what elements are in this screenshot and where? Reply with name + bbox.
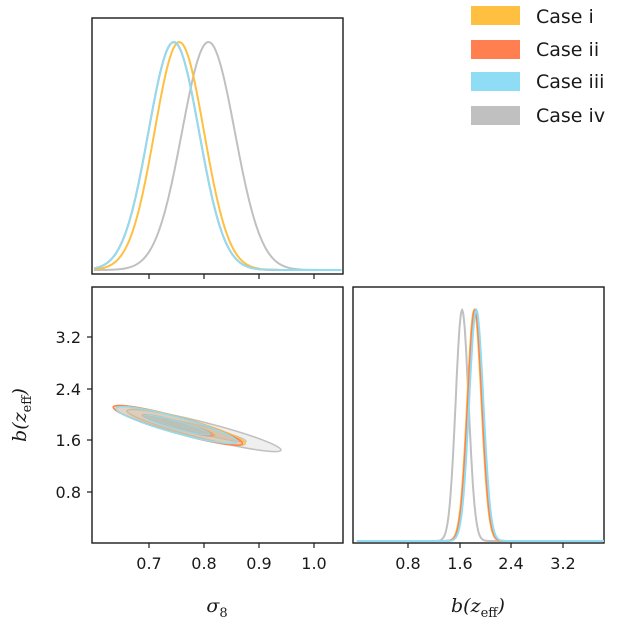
b-marginal-line	[356, 308, 604, 542]
legend-label: Case iv	[536, 105, 605, 127]
sigma8-marginal-line	[93, 41, 342, 271]
x-tick-label-b: 2.4	[498, 554, 523, 573]
b-marginal-curves	[356, 307, 604, 542]
x-axis-label-sigma8: σ8	[206, 595, 227, 621]
legend-label: Case iii	[536, 71, 604, 93]
panel-joint-contour	[91, 286, 344, 544]
sigma8-marginal-curves	[93, 40, 342, 271]
y-tick-label-b: 2.4	[56, 380, 81, 399]
x-tick-label-b: 1.6	[447, 554, 472, 573]
y-tick-label-b: 1.6	[56, 431, 81, 450]
contour-outer	[115, 405, 238, 445]
panel-sigma8-marginal	[91, 17, 344, 275]
x-axis-label-b: b(zeff)	[451, 595, 505, 621]
legend-swatch	[471, 106, 520, 125]
y-axis-label-b: b(zeff)	[9, 388, 35, 442]
x-tick-label-sigma8: 0.7	[136, 554, 161, 573]
panel-b-marginal	[352, 286, 605, 544]
sigma8-marginal-line	[93, 41, 342, 271]
joint-contours	[112, 404, 282, 453]
tick-marks	[87, 274, 564, 548]
y-tick-label-b: 3.2	[56, 328, 81, 347]
legend: Case i Case ii Case iii Case iv	[471, 6, 605, 127]
b-marginal-line	[356, 308, 604, 542]
y-tick-label-b: 0.8	[56, 483, 81, 502]
x-tick-label-b: 3.2	[550, 554, 575, 573]
x-tick-label-sigma8: 0.9	[246, 554, 271, 573]
x-tick-label-b: 0.8	[395, 554, 420, 573]
x-tick-label-sigma8: 1.0	[301, 554, 326, 573]
legend-label: Case i	[536, 6, 594, 28]
legend-label: Case ii	[536, 39, 599, 61]
legend-swatch	[471, 72, 520, 91]
x-tick-label-sigma8: 0.8	[191, 554, 216, 573]
legend-swatch	[471, 6, 520, 25]
contour-inner	[142, 414, 211, 436]
legend-swatch	[471, 40, 520, 59]
